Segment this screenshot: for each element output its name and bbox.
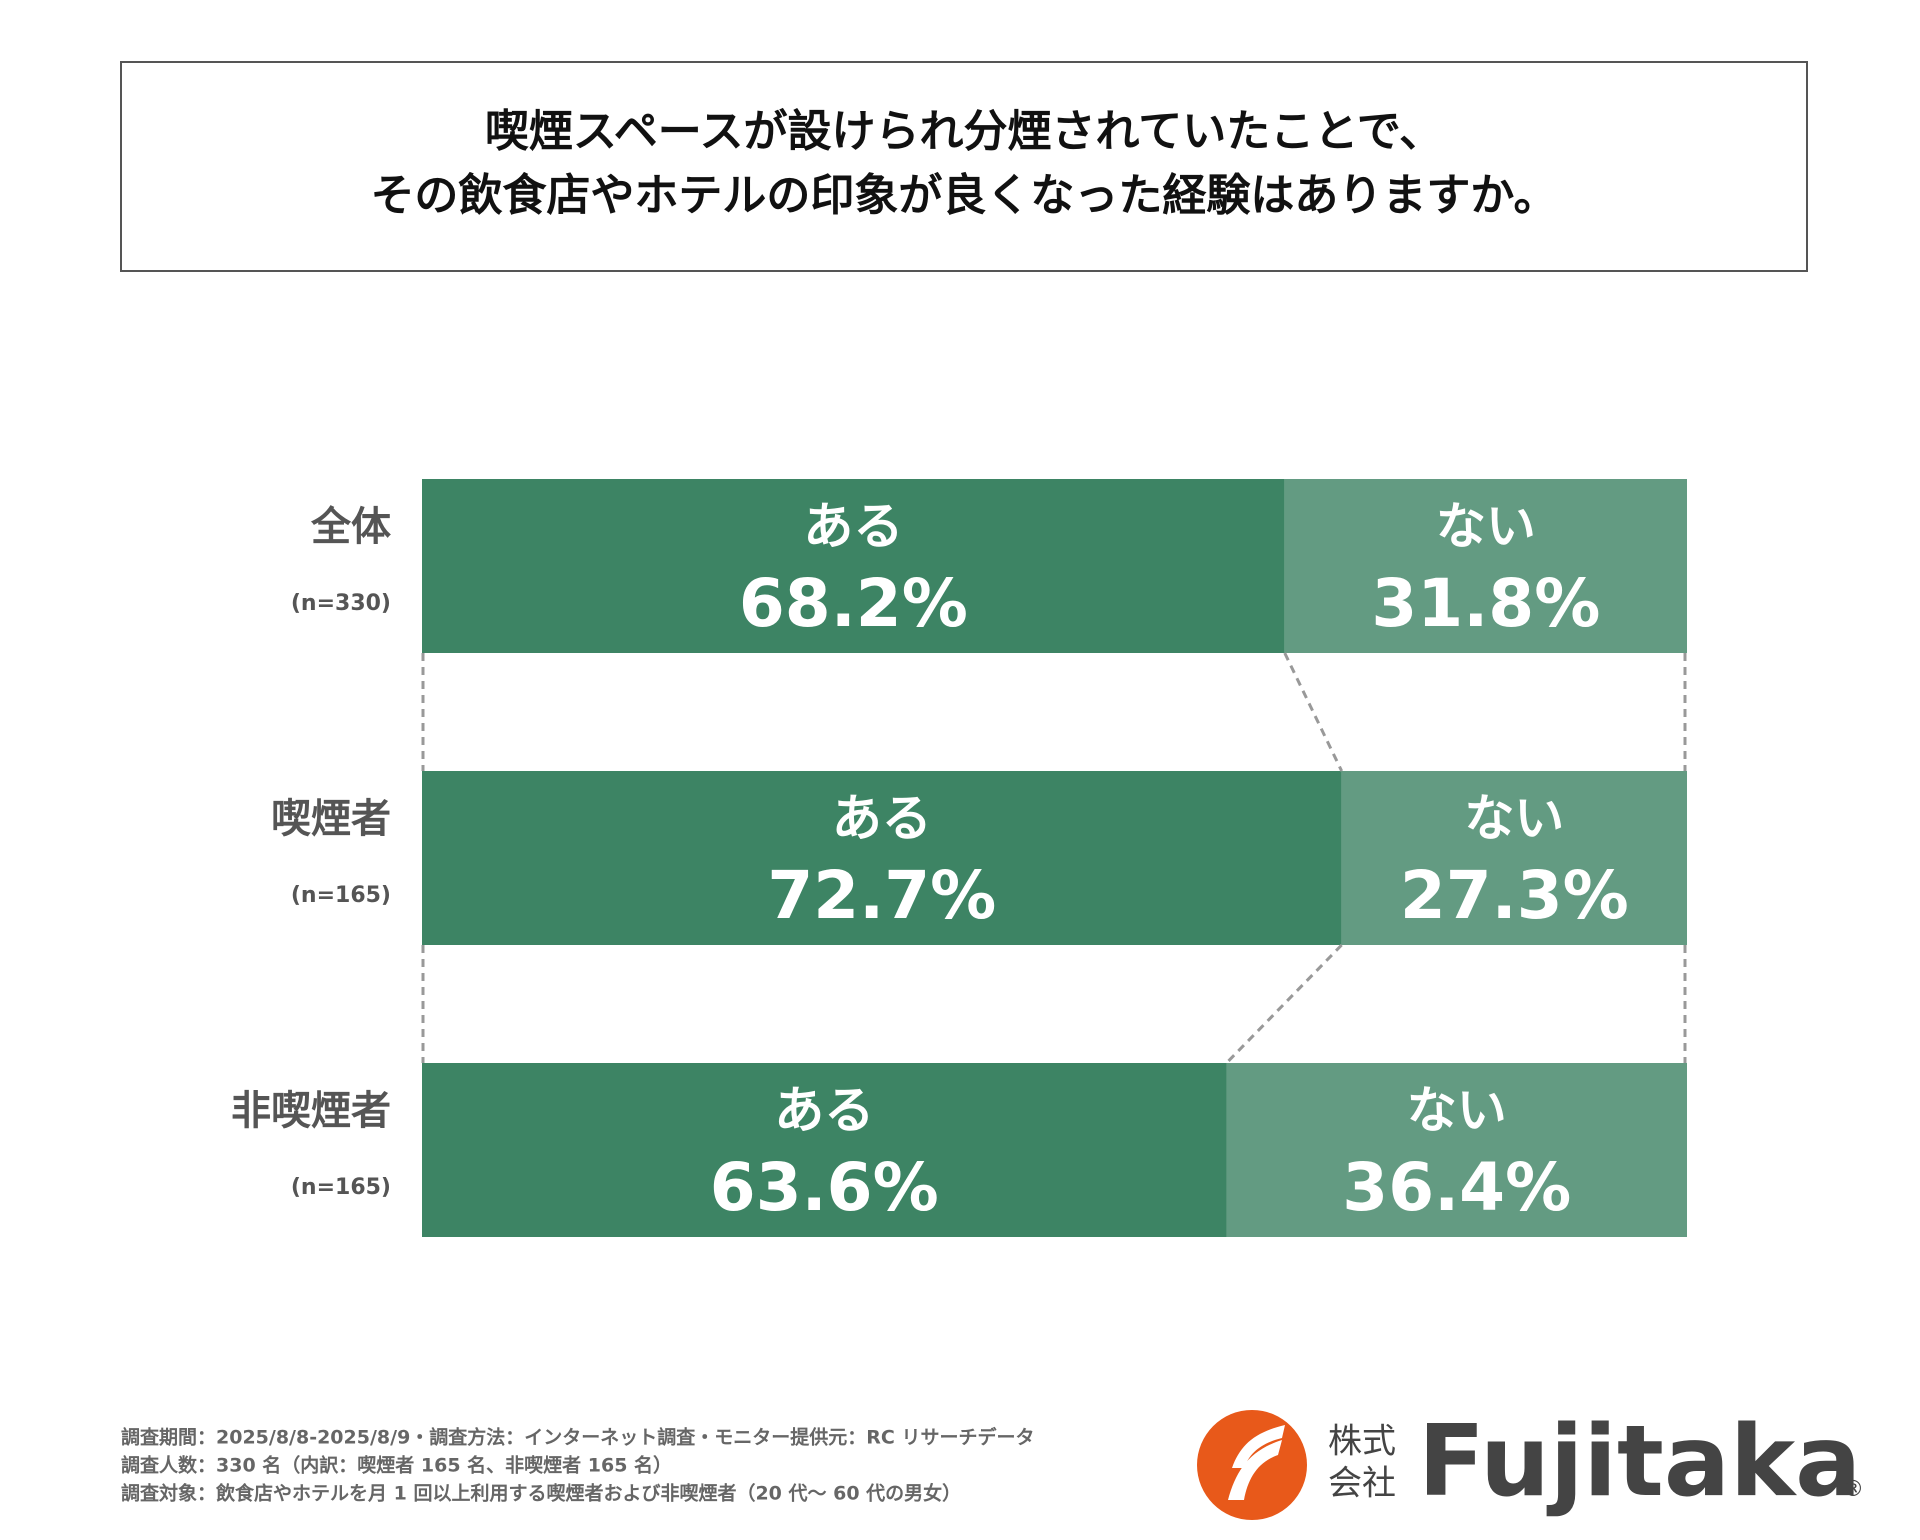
segment-name: ある xyxy=(774,1082,874,1140)
logo-mark: ® xyxy=(1842,1477,1864,1502)
logo-line2: 会社 xyxy=(1328,1464,1396,1504)
value-label: 36.4% xyxy=(1342,1149,1571,1226)
bar-segment xyxy=(1284,479,1687,653)
bar-segment xyxy=(422,771,1342,945)
category-label: 全体 xyxy=(310,504,391,550)
category-label: 喫煙者 xyxy=(271,796,391,842)
connector xyxy=(1283,652,1344,772)
connector xyxy=(1225,943,1343,1065)
segment-name: ない xyxy=(1436,498,1536,556)
segment-name: ない xyxy=(1407,1082,1507,1140)
footnote: 調査期間：2025/8/8-2025/8/9・調査方法：インターネット調査・モニ… xyxy=(121,1426,1034,1449)
value-label: 68.2% xyxy=(739,565,968,642)
bar-segment xyxy=(1226,1063,1687,1237)
segment-name: ある xyxy=(832,790,932,848)
value-label: 63.6% xyxy=(710,1149,939,1226)
value-label: 27.3% xyxy=(1400,857,1629,934)
logo: 株式 会社 Fujitaka ® xyxy=(1197,1405,1864,1520)
bar-segment xyxy=(1341,771,1687,945)
footnote: 調査人数：330 名（内訳：喫煙者 165 名、非喫煙者 165 名） xyxy=(121,1454,672,1477)
title-box xyxy=(120,61,1808,272)
segment-name: ない xyxy=(1464,790,1564,848)
footnote: 調査対象：飲食店やホテルを月 1 回以上利用する喫煙者および非喫煙者（20 代〜… xyxy=(121,1482,961,1505)
category-label: 非喫煙者 xyxy=(231,1088,391,1134)
logo-name: Fujitaka xyxy=(1418,1405,1861,1519)
chart-title: 喫煙スペースが設けられ分煙されていたことで、その飲食店やホテルの印象が良くなった… xyxy=(370,106,1557,221)
logo-glyph xyxy=(1228,1425,1285,1500)
segment-name: ある xyxy=(803,498,903,556)
value-label: 31.8% xyxy=(1371,565,1600,642)
category-sublabel: (n=165) xyxy=(291,883,391,908)
value-label: 72.7% xyxy=(767,857,996,934)
bar-segment xyxy=(422,479,1285,653)
bar-segment xyxy=(422,1063,1227,1237)
category-sublabel: (n=165) xyxy=(291,1175,391,1200)
logo-line1: 株式 xyxy=(1328,1422,1396,1462)
category-sublabel: (n=330) xyxy=(291,591,391,616)
